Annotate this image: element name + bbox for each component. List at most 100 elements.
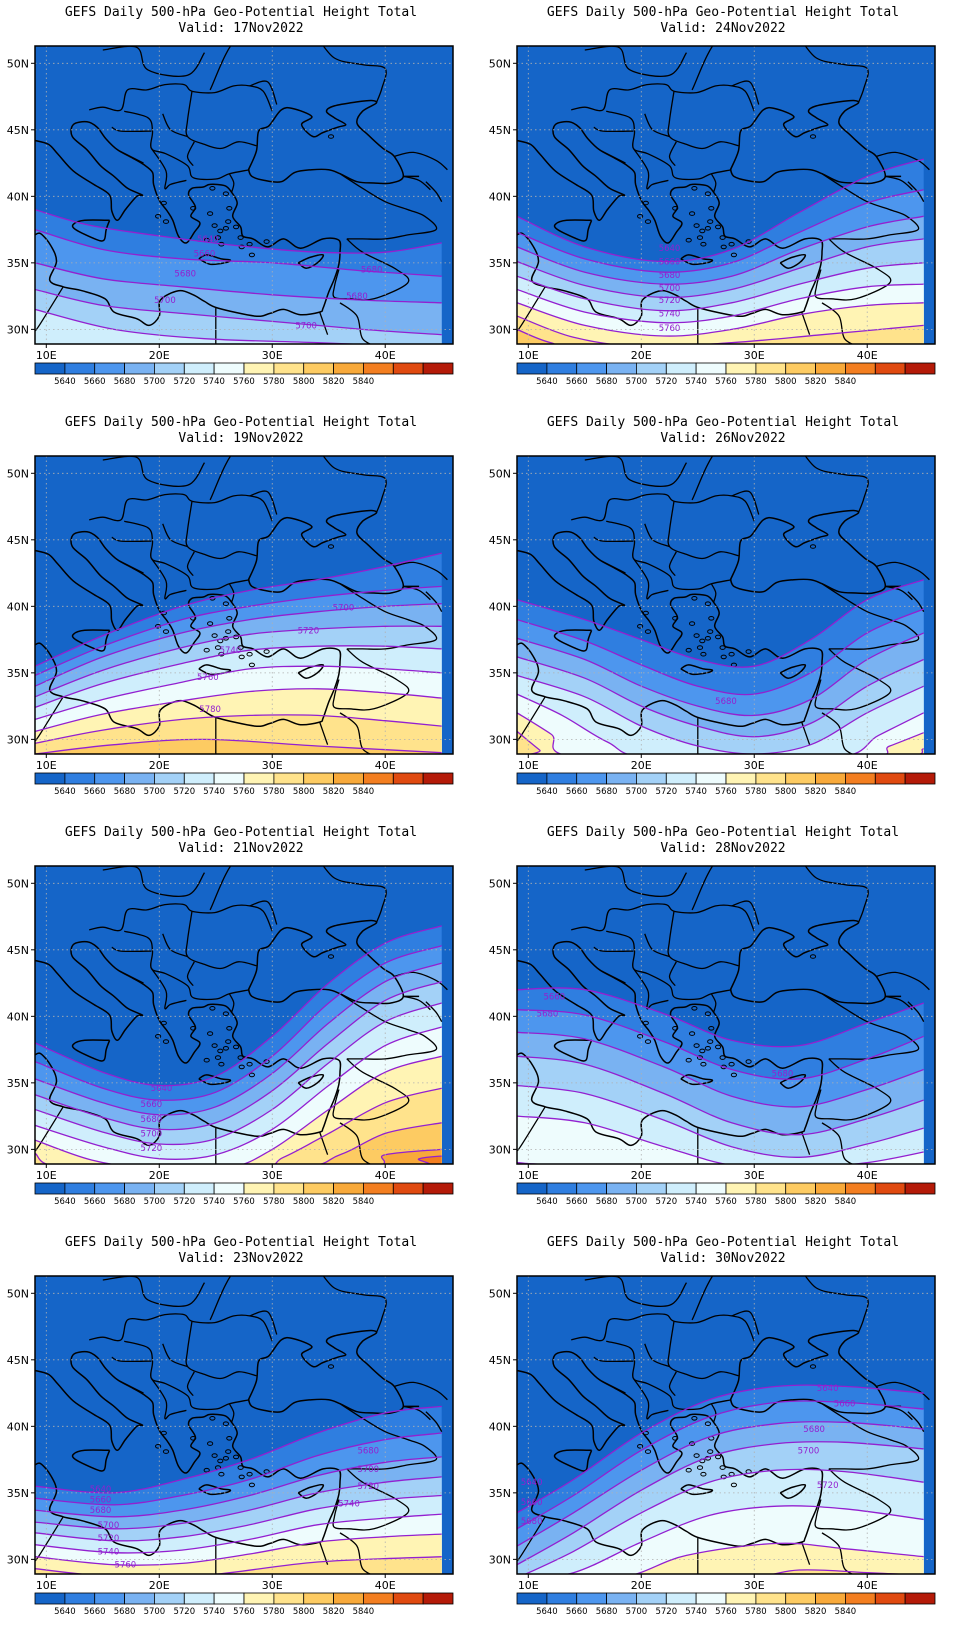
colorbar-swatch — [815, 1592, 846, 1605]
colorbar-label: 5740 — [685, 377, 707, 387]
island — [644, 219, 652, 224]
island — [214, 645, 222, 650]
island — [214, 235, 222, 240]
contour-label: 5640 — [659, 244, 681, 254]
contour-label: 5680 — [174, 269, 196, 279]
country-border — [209, 1276, 387, 1334]
lon-label: 30E — [744, 759, 765, 772]
colorbar-label: 5800 — [775, 787, 797, 797]
country-border — [876, 561, 930, 581]
country-border — [394, 561, 448, 581]
island — [248, 252, 255, 258]
contour-line — [318, 1122, 442, 1164]
panel-title: GEFS Daily 500-hPa Geo-Potential Height … — [546, 5, 900, 20]
coastline — [517, 120, 824, 327]
island — [728, 651, 735, 657]
country-border — [332, 1058, 410, 1121]
colorbar-label: 5660 — [566, 1607, 588, 1617]
plot-frame — [516, 45, 936, 345]
country-border — [632, 1378, 669, 1420]
colorbar-label: 5720 — [173, 1607, 195, 1617]
colorbar-label: 5740 — [685, 787, 707, 797]
colorbar-swatch — [64, 1182, 96, 1195]
country-border — [667, 91, 739, 150]
island — [233, 1454, 240, 1460]
coastline — [71, 219, 111, 242]
contour-label: 5740 — [220, 646, 242, 656]
country-border — [691, 866, 869, 924]
contour-line — [517, 158, 924, 263]
colorbar-label: 5640 — [536, 787, 558, 797]
country-border — [403, 585, 431, 601]
island — [248, 1482, 255, 1488]
contour-line — [35, 925, 442, 1087]
lon-label: 40E — [857, 1579, 878, 1592]
country-border — [339, 173, 438, 240]
colorbar-swatch — [815, 772, 846, 785]
plot-frame — [34, 865, 454, 1165]
colorbar-swatch — [874, 362, 906, 375]
contour-label: 5660 — [834, 1400, 856, 1410]
colorbar-label: 5840 — [835, 1197, 857, 1207]
country-border — [249, 1310, 278, 1335]
colorbar-swatch — [725, 1182, 757, 1195]
colorbar-swatch — [546, 362, 578, 375]
colorbar-swatch — [755, 362, 787, 375]
island — [720, 244, 727, 250]
panel-title: GEFS Daily 500-hPa Geo-Potential Height … — [64, 5, 418, 20]
contour-label: 5640 — [817, 1384, 839, 1394]
country-border — [632, 558, 669, 600]
island — [162, 1039, 170, 1044]
colorbar-swatch — [874, 1182, 906, 1195]
lon-label: 20E — [149, 349, 170, 362]
panel-valid-date: Valid: 19Nov2022 — [178, 431, 304, 446]
island — [238, 1064, 245, 1070]
country-border — [710, 993, 717, 1013]
country-border — [814, 648, 892, 711]
colorbar-swatch — [695, 362, 727, 375]
country-border — [425, 1001, 443, 1023]
lat-label: 35N — [7, 1487, 29, 1500]
contour-line — [35, 585, 442, 677]
island — [246, 241, 253, 247]
island — [693, 1043, 700, 1048]
lon-label: 30E — [262, 1579, 283, 1592]
country-border — [632, 148, 669, 190]
coastline — [35, 940, 342, 1147]
country-border — [606, 1340, 732, 1411]
contour-label: 5660 — [90, 1496, 112, 1506]
country-border — [593, 946, 634, 953]
colorbar-swatch — [243, 362, 275, 375]
colorbar-swatch — [516, 1592, 548, 1605]
country-border — [814, 1468, 892, 1531]
contour-line — [634, 1542, 924, 1574]
country-border — [668, 961, 677, 987]
colorbar-swatch — [183, 772, 215, 785]
contour-label: 5700 — [141, 1129, 163, 1139]
country-border — [119, 560, 144, 574]
colorbar-swatch — [34, 772, 66, 785]
country-border — [339, 583, 438, 650]
country-border — [394, 151, 448, 171]
island — [745, 1059, 752, 1064]
coastline — [247, 509, 405, 595]
country-border — [186, 961, 195, 987]
contour-label: 5760 — [197, 673, 219, 683]
colorbar-swatch — [392, 362, 424, 375]
contour-line — [517, 1084, 924, 1158]
country-border — [319, 721, 329, 745]
colorbar-label: 5740 — [685, 1197, 707, 1207]
colorbar-swatch — [785, 772, 817, 785]
colorbar: 5640 5660 5680 5700 5720 5740 5760 5780 5800 5820… — [516, 1592, 936, 1617]
colorbar-label: 5660 — [566, 787, 588, 797]
island — [700, 1061, 707, 1067]
colorbar-label: 5740 — [685, 1607, 707, 1617]
country-border — [89, 903, 273, 932]
lon-label: 30E — [744, 349, 765, 362]
island — [700, 651, 707, 657]
contour-label: 5640 — [151, 1084, 173, 1094]
country-border — [667, 911, 739, 970]
lat-label: 50N — [7, 1287, 29, 1300]
colorbar-swatch — [303, 772, 335, 785]
